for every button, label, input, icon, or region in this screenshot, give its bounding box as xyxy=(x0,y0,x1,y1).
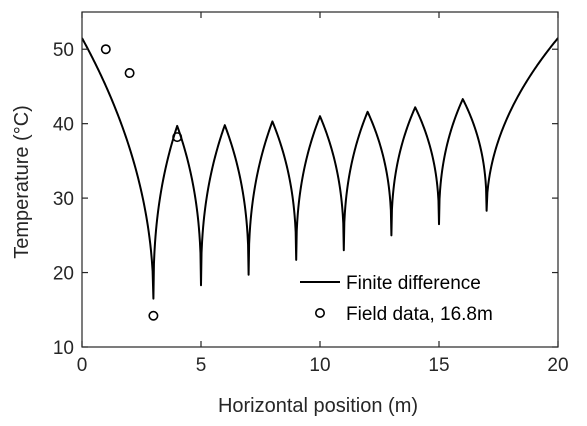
legend-marker-symbol xyxy=(314,307,325,318)
y-tick-label: 50 xyxy=(53,40,74,61)
x-tick-label: 20 xyxy=(547,355,568,376)
plot-area: 0 5 10 15 20 10 20 30 40 50 xyxy=(53,11,569,376)
legend-label-finite-difference: Finite difference xyxy=(346,273,481,294)
y-axis-label: Temperature (°C) xyxy=(11,105,33,259)
field-data-point-4 xyxy=(172,132,183,143)
x-tick-label: 10 xyxy=(309,355,330,376)
field-data-point-2 xyxy=(124,68,135,79)
x-tick-label: 5 xyxy=(196,355,207,376)
y-tick-label: 40 xyxy=(53,115,74,136)
y-tick-label: 10 xyxy=(53,338,74,359)
x-tick-label: 15 xyxy=(428,355,449,376)
legend-label-field-data: Field data, 16.8m xyxy=(346,304,493,325)
finite-difference-line xyxy=(82,37,558,300)
field-data-point-1 xyxy=(100,44,111,55)
y-tick-label: 30 xyxy=(53,189,74,210)
x-tick-label: 0 xyxy=(77,355,88,376)
legend: Finite difference Field data, 16.8m xyxy=(300,273,493,325)
y-tick-label: 20 xyxy=(53,264,74,285)
field-data-point-3 xyxy=(148,310,159,321)
x-axis-label: Horizontal position (m) xyxy=(218,395,418,417)
